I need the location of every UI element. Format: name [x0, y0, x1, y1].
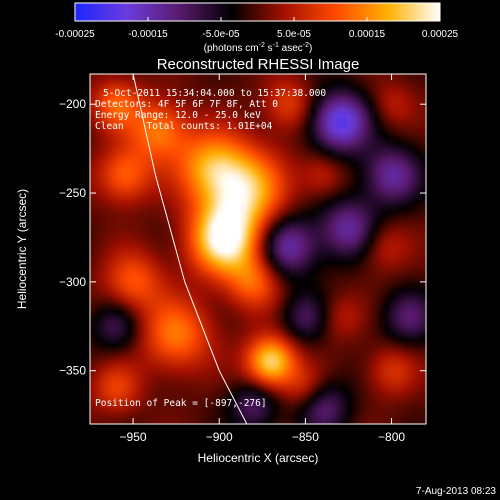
y-tick-label: −350 — [59, 364, 86, 378]
annotation-energy: Energy Range: 12.0 - 25.0 keV — [95, 110, 261, 121]
y-axis-label: Heliocentric Y (arcsec) — [15, 189, 29, 309]
annotation-peak: Position of Peak = [-897,-276] — [95, 398, 267, 409]
annotation-detectors: Detectors: 4F 5F 6F 7F 8F, Att 0 — [95, 99, 278, 110]
footer-date: 7-Aug-2013 08:23 — [416, 486, 497, 497]
colorbar-tick-label: 0.00015 — [349, 29, 386, 40]
colorbar-label: (photons cm-2 s-1 asec-2) — [204, 42, 313, 54]
colorbar: -0.00025 -0.00015 -5.0e-05 5.0e-05 0.00015 0.… — [55, 2, 459, 54]
y-tick-label: −250 — [59, 186, 86, 200]
x-tick-label: −850 — [292, 430, 319, 444]
colorbar-tick-label: 5.0e-05 — [277, 29, 311, 40]
chart-title: Reconstructed RHESSI Image — [157, 56, 360, 73]
colorbar-tick-label: -0.00015 — [128, 29, 168, 40]
annotation-time: 5-Oct-2011 15:34:04.000 to 15:37:38.000 — [103, 88, 326, 99]
x-tick-label: −950 — [120, 430, 147, 444]
colorbar-tick-label: 0.00025 — [422, 29, 459, 40]
plot-frame — [89, 73, 427, 425]
colorbar-tick-label: -0.00025 — [55, 29, 95, 40]
colorbar-bar — [74, 2, 441, 22]
x-axis: −950 −900 −850 −800 — [120, 74, 405, 444]
colorbar-tick-label: -5.0e-05 — [202, 29, 240, 40]
y-axis: −200 −250 −300 −350 — [59, 97, 426, 378]
annotation-method: Clean Total counts: 1.01E+04 — [95, 121, 273, 132]
x-tick-label: −900 — [206, 430, 233, 444]
plot-area: −950 −900 −850 −800 −200 −250 −300 −350 — [59, 73, 427, 444]
x-axis-label: Heliocentric X (arcsec) — [198, 451, 319, 465]
colorbar-ticks: -0.00025 -0.00015 -5.0e-05 5.0e-05 0.00015 0.… — [55, 17, 459, 40]
y-tick-label: −200 — [59, 97, 86, 111]
y-tick-label: −300 — [59, 275, 86, 289]
solar-limb-line — [132, 74, 248, 424]
x-tick-label: −800 — [378, 430, 405, 444]
